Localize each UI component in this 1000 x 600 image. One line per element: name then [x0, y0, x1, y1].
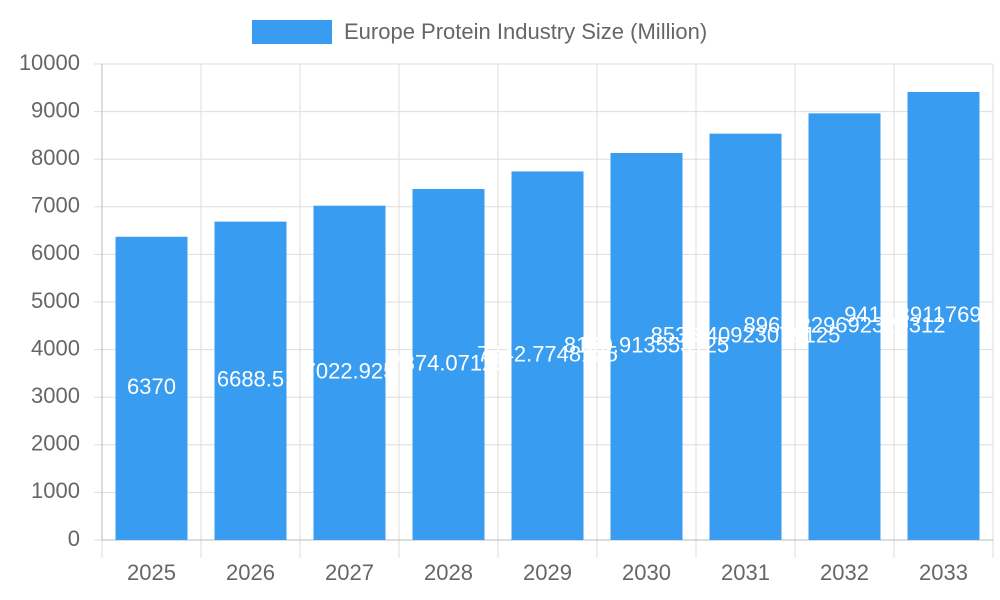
y-tick-label: 2000	[31, 431, 80, 456]
data-label: 8963.229692320312	[744, 312, 946, 337]
data-label: 6688.5	[217, 367, 284, 392]
x-tick-label: 2026	[226, 560, 275, 585]
x-tick-label: 2029	[523, 560, 572, 585]
bar	[808, 113, 881, 540]
x-tick-label: 2028	[424, 560, 473, 585]
data-label: 7022.925	[304, 359, 396, 384]
y-tick-label: 4000	[31, 335, 80, 360]
x-tick-label: 2031	[721, 560, 770, 585]
y-tick-label: 9000	[31, 97, 80, 122]
bar	[907, 92, 980, 541]
data-label: 8129.913553125	[564, 332, 729, 357]
y-tick-label: 8000	[31, 145, 80, 170]
data-label: 9411.391176936328	[844, 302, 1000, 327]
y-tick-label: 0	[68, 526, 80, 551]
legend-swatch	[252, 20, 332, 44]
bar	[412, 188, 485, 540]
y-tick-label: 6000	[31, 240, 80, 265]
x-tick-label: 2027	[325, 560, 374, 585]
y-tick-label: 1000	[31, 478, 80, 503]
y-tick-label: 3000	[31, 383, 80, 408]
bar	[511, 171, 584, 541]
x-tick-label: 2033	[919, 560, 968, 585]
bar	[709, 133, 782, 540]
bar	[313, 205, 386, 540]
bar	[214, 221, 287, 541]
y-tick-label: 7000	[31, 193, 80, 218]
x-tick-label: 2032	[820, 560, 869, 585]
y-tick-label: 5000	[31, 288, 80, 313]
data-label: 6370	[127, 374, 176, 399]
bar	[610, 153, 683, 540]
bar	[115, 236, 188, 540]
data-label: 7374.07125	[390, 350, 506, 375]
y-tick-label: 10000	[19, 50, 80, 75]
data-label: 8536.40923078125	[651, 323, 841, 348]
x-tick-label: 2030	[622, 560, 671, 585]
x-tick-label: 2025	[127, 560, 176, 585]
data-label: 7742.7748125	[477, 342, 618, 367]
legend-label: Europe Protein Industry Size (Million)	[344, 19, 707, 44]
